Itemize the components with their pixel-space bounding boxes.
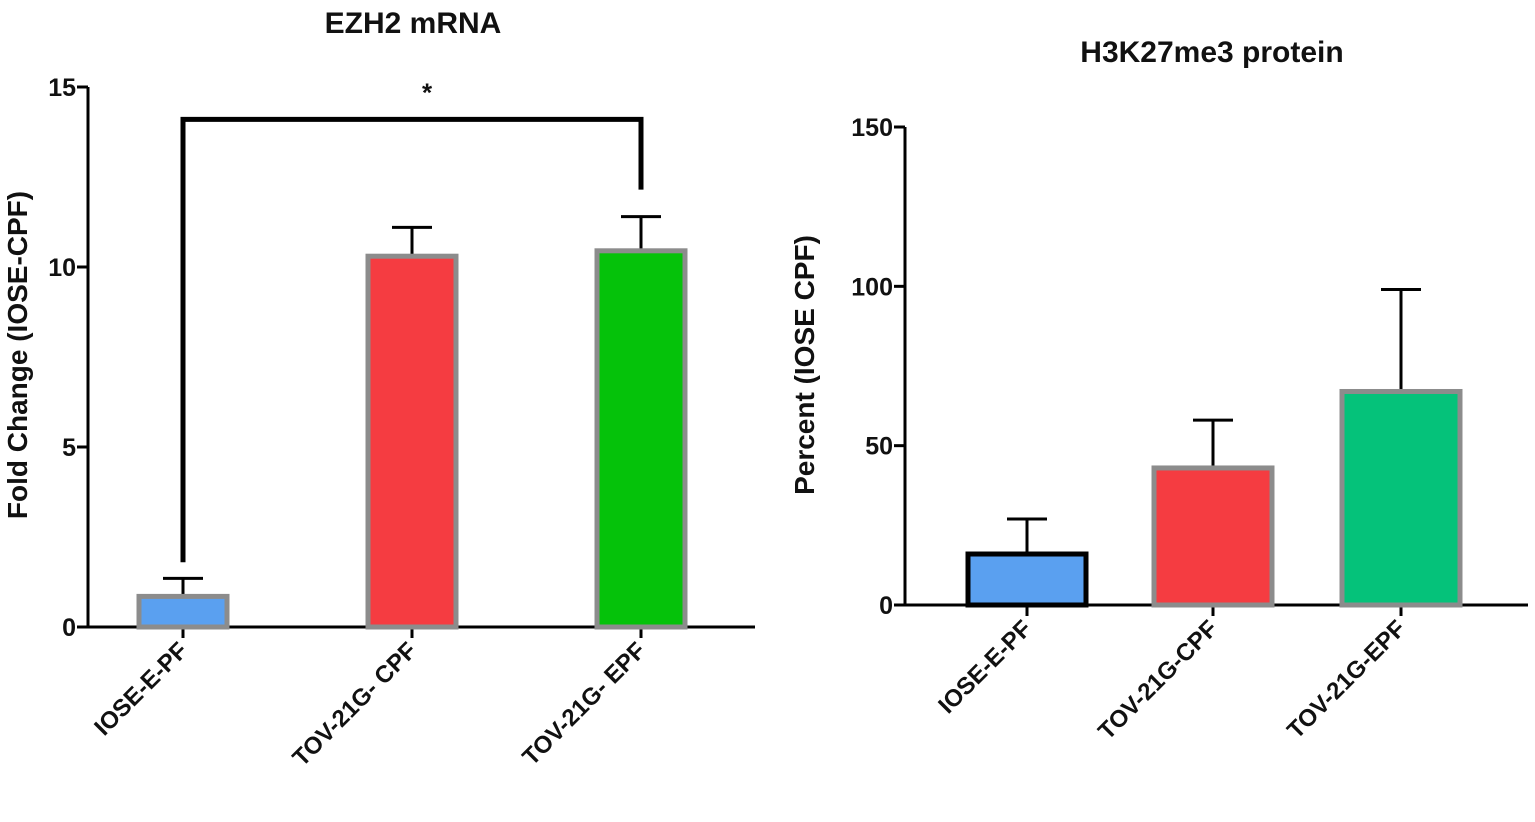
x-tick-label: TOV-21G- CPF xyxy=(287,637,422,772)
chart-title: EZH2 mRNA xyxy=(325,7,502,40)
bar-1 xyxy=(136,593,230,630)
x-tick-label: IOSE-E-PF xyxy=(933,615,1037,719)
x-tick-label: TOV-21G- EPF xyxy=(517,637,651,771)
bar-2 xyxy=(1151,465,1275,608)
bar-3 xyxy=(594,248,688,630)
y-tick-label: 0 xyxy=(879,592,893,620)
bar-1 xyxy=(965,551,1089,608)
y-tick-label: 150 xyxy=(851,114,893,142)
h3k27me3-protein-chart: H3K27me3 protein Percent (IOSE CPF) 0 50 1… xyxy=(789,36,1528,745)
x-tick-label: IOSE-E-PF xyxy=(89,637,193,741)
y-tick-label: 10 xyxy=(48,254,76,282)
y-tick-label: 100 xyxy=(851,273,893,301)
y-axis-label: Percent (IOSE CPF) xyxy=(789,235,820,495)
y-tick-label: 5 xyxy=(62,434,76,462)
x-tick-label: TOV-21G-CPF xyxy=(1093,615,1223,745)
significance-bracket xyxy=(180,116,644,563)
significance-label: * xyxy=(422,77,433,107)
y-tick-label: 50 xyxy=(865,433,893,461)
x-tick-label: TOV-21G-EPF xyxy=(1282,615,1411,744)
bar-3 xyxy=(1339,388,1463,608)
bar-2 xyxy=(365,253,459,630)
y-axis-label: Fold Change (IOSE-CPF) xyxy=(2,191,33,519)
plot-area: 0 5 10 15 IOSE-E-PF TOV-21G- CPF TOV-21G- EPF * xyxy=(48,74,755,772)
y-tick-label: 0 xyxy=(62,614,76,642)
y-tick-label: 15 xyxy=(48,74,76,102)
plot-area: 0 50 100 150 IOSE-E-PF TOV-21G-CPF TOV-21G-EPF xyxy=(851,114,1528,745)
chart-title: H3K27me3 protein xyxy=(1080,36,1343,69)
ezh2-mrna-chart: EZH2 mRNA Fold Change (IOSE-CPF) 0 5 10 15 I… xyxy=(2,7,755,772)
